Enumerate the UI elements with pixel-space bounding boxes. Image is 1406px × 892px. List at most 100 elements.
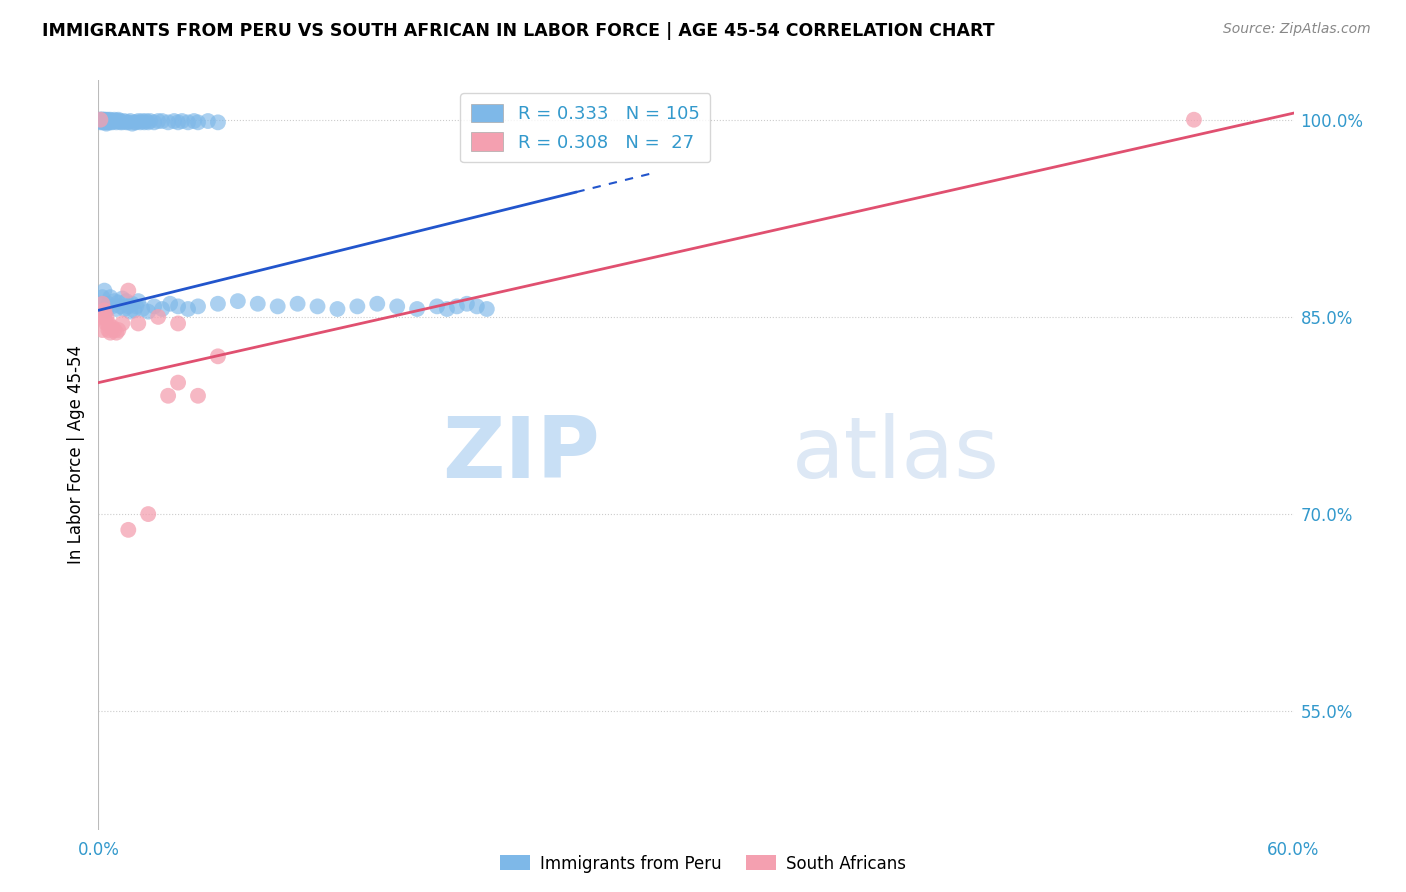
Point	[93, 303, 115, 318]
Point	[183, 114, 205, 128]
Point	[177, 115, 200, 129]
Point	[436, 301, 458, 316]
Point	[136, 507, 159, 521]
Point	[127, 114, 149, 128]
Point	[103, 112, 125, 127]
Point	[107, 112, 129, 127]
Point	[127, 317, 149, 331]
Point	[107, 114, 129, 128]
Point	[93, 112, 115, 127]
Point	[136, 115, 159, 129]
Point	[107, 323, 129, 337]
Point	[124, 303, 146, 318]
Legend: Immigrants from Peru, South Africans: Immigrants from Peru, South Africans	[494, 848, 912, 880]
Point	[103, 323, 125, 337]
Point	[366, 297, 388, 311]
Point	[187, 389, 209, 403]
Point	[96, 115, 118, 129]
Point	[115, 115, 138, 129]
Point	[112, 301, 135, 316]
Point	[1182, 112, 1205, 127]
Point	[148, 114, 170, 128]
Point	[98, 290, 122, 304]
Y-axis label: In Labor Force | Age 45-54: In Labor Force | Age 45-54	[66, 345, 84, 565]
Point	[150, 301, 173, 316]
Point	[111, 317, 134, 331]
Point	[117, 523, 139, 537]
Point	[120, 304, 142, 318]
Point	[134, 115, 156, 129]
Point	[307, 299, 329, 313]
Point	[163, 114, 186, 128]
Point	[97, 297, 120, 311]
Point	[96, 317, 118, 331]
Point	[446, 299, 468, 313]
Point	[129, 115, 152, 129]
Point	[159, 297, 181, 311]
Point	[167, 115, 190, 129]
Text: atlas: atlas	[792, 413, 1000, 497]
Point	[456, 297, 478, 311]
Point	[107, 295, 129, 310]
Point	[97, 114, 120, 128]
Point	[110, 299, 132, 313]
Point	[101, 320, 124, 334]
Point	[207, 297, 229, 311]
Point	[117, 299, 139, 313]
Point	[97, 112, 120, 127]
Point	[89, 112, 111, 127]
Point	[105, 114, 128, 128]
Point	[121, 297, 143, 311]
Text: IMMIGRANTS FROM PERU VS SOUTH AFRICAN IN LABOR FORCE | AGE 45-54 CORRELATION CHA: IMMIGRANTS FROM PERU VS SOUTH AFRICAN IN…	[42, 22, 995, 40]
Point	[246, 297, 269, 311]
Point	[93, 114, 115, 128]
Point	[287, 297, 309, 311]
Point	[197, 114, 219, 128]
Point	[91, 115, 114, 129]
Point	[131, 301, 153, 316]
Point	[91, 290, 114, 304]
Point	[124, 115, 146, 129]
Point	[110, 115, 132, 129]
Point	[89, 112, 111, 127]
Point	[111, 115, 134, 129]
Point	[143, 299, 166, 313]
Point	[135, 114, 157, 128]
Point	[465, 299, 488, 313]
Point	[110, 114, 132, 128]
Point	[97, 115, 120, 129]
Point	[101, 114, 124, 128]
Point	[89, 297, 111, 311]
Legend: R = 0.333   N = 105, R = 0.308   N =  27: R = 0.333 N = 105, R = 0.308 N = 27	[460, 93, 710, 162]
Point	[177, 301, 200, 316]
Point	[101, 115, 124, 129]
Point	[115, 294, 138, 309]
Point	[346, 299, 368, 313]
Point	[89, 115, 111, 129]
Point	[98, 326, 122, 340]
Point	[91, 112, 114, 127]
Point	[89, 310, 111, 324]
Point	[103, 114, 125, 128]
Point	[207, 115, 229, 129]
Point	[157, 389, 180, 403]
Point	[157, 115, 180, 129]
Point	[207, 349, 229, 363]
Point	[96, 310, 118, 324]
Point	[93, 115, 115, 129]
Point	[125, 115, 148, 129]
Point	[91, 112, 114, 127]
Point	[475, 301, 498, 316]
Text: ZIP: ZIP	[443, 413, 600, 497]
Point	[93, 284, 115, 298]
Point	[148, 310, 170, 324]
Point	[105, 301, 128, 316]
Point	[117, 115, 139, 129]
Point	[111, 292, 134, 306]
Point	[187, 299, 209, 313]
Point	[167, 376, 190, 390]
Point	[139, 114, 162, 128]
Point	[267, 299, 290, 313]
Point	[89, 112, 111, 127]
Point	[127, 294, 149, 309]
